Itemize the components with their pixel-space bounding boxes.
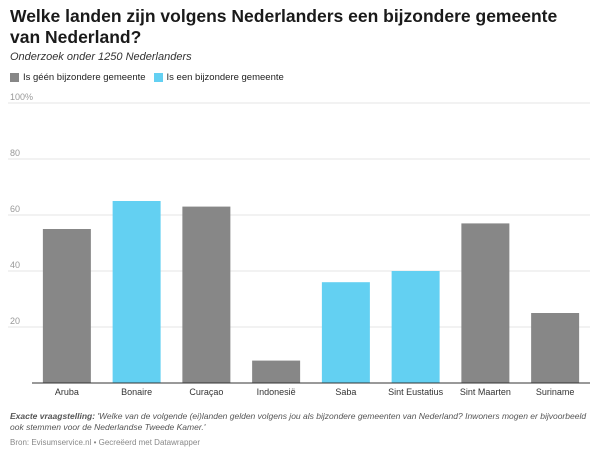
bar: [252, 360, 301, 383]
y-tick-label: 20: [10, 316, 20, 326]
legend-label-special: Is een bijzondere gemeente: [166, 72, 284, 83]
x-tick-label: Sint Eustatius: [388, 387, 444, 397]
bar: [531, 313, 580, 383]
bar: [182, 206, 231, 383]
x-tick-label: Bonaire: [121, 387, 152, 397]
x-tick-label: Saba: [335, 387, 356, 397]
question-note-text: 'Welke van de volgende (ei)landen gelden…: [10, 411, 587, 432]
legend-swatch-not-special: [10, 73, 19, 82]
legend: Is géén bijzondere gemeente Is een bijzo…: [10, 72, 292, 83]
x-tick-label: Sint Maarten: [460, 387, 511, 397]
bar: [391, 271, 440, 383]
x-tick-label: Curaçao: [189, 387, 223, 397]
legend-swatch-special: [153, 73, 163, 82]
legend-label-not-special: Is géén bijzondere gemeente: [23, 72, 146, 83]
x-tick-label: Indonesië: [257, 387, 296, 397]
y-tick-label: 100%: [10, 92, 33, 102]
bar: [112, 201, 161, 383]
bar: [461, 223, 510, 383]
question-note: Exacte vraagstelling: 'Welke van de volg…: [10, 411, 590, 433]
legend-item-special: Is een bijzondere gemeente: [153, 72, 284, 83]
bar: [321, 282, 370, 383]
x-tick-label: Suriname: [536, 387, 575, 397]
bar: [42, 229, 91, 383]
legend-item-not-special: Is géén bijzondere gemeente: [10, 72, 146, 83]
y-tick-label: 60: [10, 204, 20, 214]
y-tick-label: 80: [10, 148, 20, 158]
x-tick-label: Aruba: [55, 387, 79, 397]
y-tick-label: 40: [10, 260, 20, 270]
chart-subtitle: Onderzoek onder 1250 Nederlanders: [10, 51, 192, 63]
question-note-label: Exacte vraagstelling:: [10, 411, 96, 421]
source-line: Bron: Evisumservice.nl • Gecreëerd met D…: [10, 438, 200, 447]
chart-title: Welke landen zijn volgens Nederlanders e…: [10, 6, 558, 47]
